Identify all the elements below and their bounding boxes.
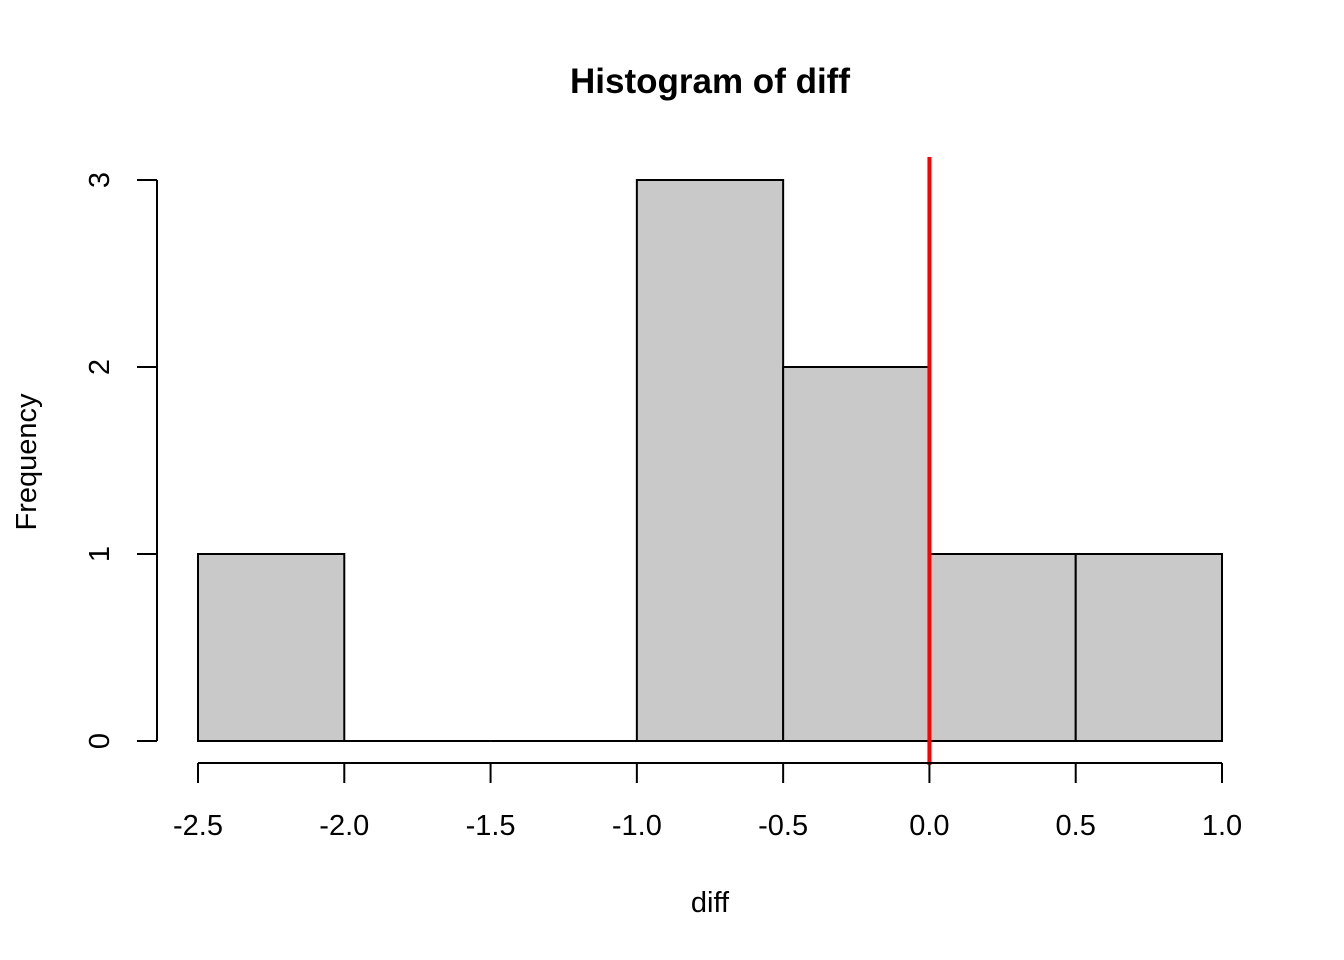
histogram-bar [928, 553, 1077, 742]
y-axis-label: Frequency [11, 393, 43, 531]
y-tick-label: 0 [84, 733, 116, 749]
x-tick-label: 0.0 [909, 810, 949, 842]
histogram-bar [1074, 553, 1223, 742]
histogram-bars [197, 179, 1223, 742]
x-tick-label: -1.5 [466, 810, 516, 842]
histogram-bar [197, 553, 346, 742]
y-tick-label: 1 [84, 546, 116, 562]
x-axis: -2.5 -2.0 -1.5 -1.0 -0.5 0.0 0.5 1.0 [173, 762, 1242, 842]
chart-title: Histogram of diff [570, 62, 850, 101]
x-tick-label: -2.5 [173, 810, 223, 842]
y-tick-label: 2 [84, 359, 116, 375]
y-axis: 0 1 2 3 [84, 172, 158, 749]
x-tick-label: 1.0 [1202, 810, 1242, 842]
y-tick-label: 3 [84, 172, 116, 188]
histogram-bar [782, 366, 931, 742]
x-tick-label: -0.5 [758, 810, 808, 842]
histogram-bar [635, 179, 785, 742]
x-tick-label: -1.0 [612, 810, 662, 842]
x-tick-label: -2.0 [319, 810, 369, 842]
x-tick-label: 0.5 [1056, 810, 1096, 842]
x-axis-label: diff [691, 887, 730, 919]
